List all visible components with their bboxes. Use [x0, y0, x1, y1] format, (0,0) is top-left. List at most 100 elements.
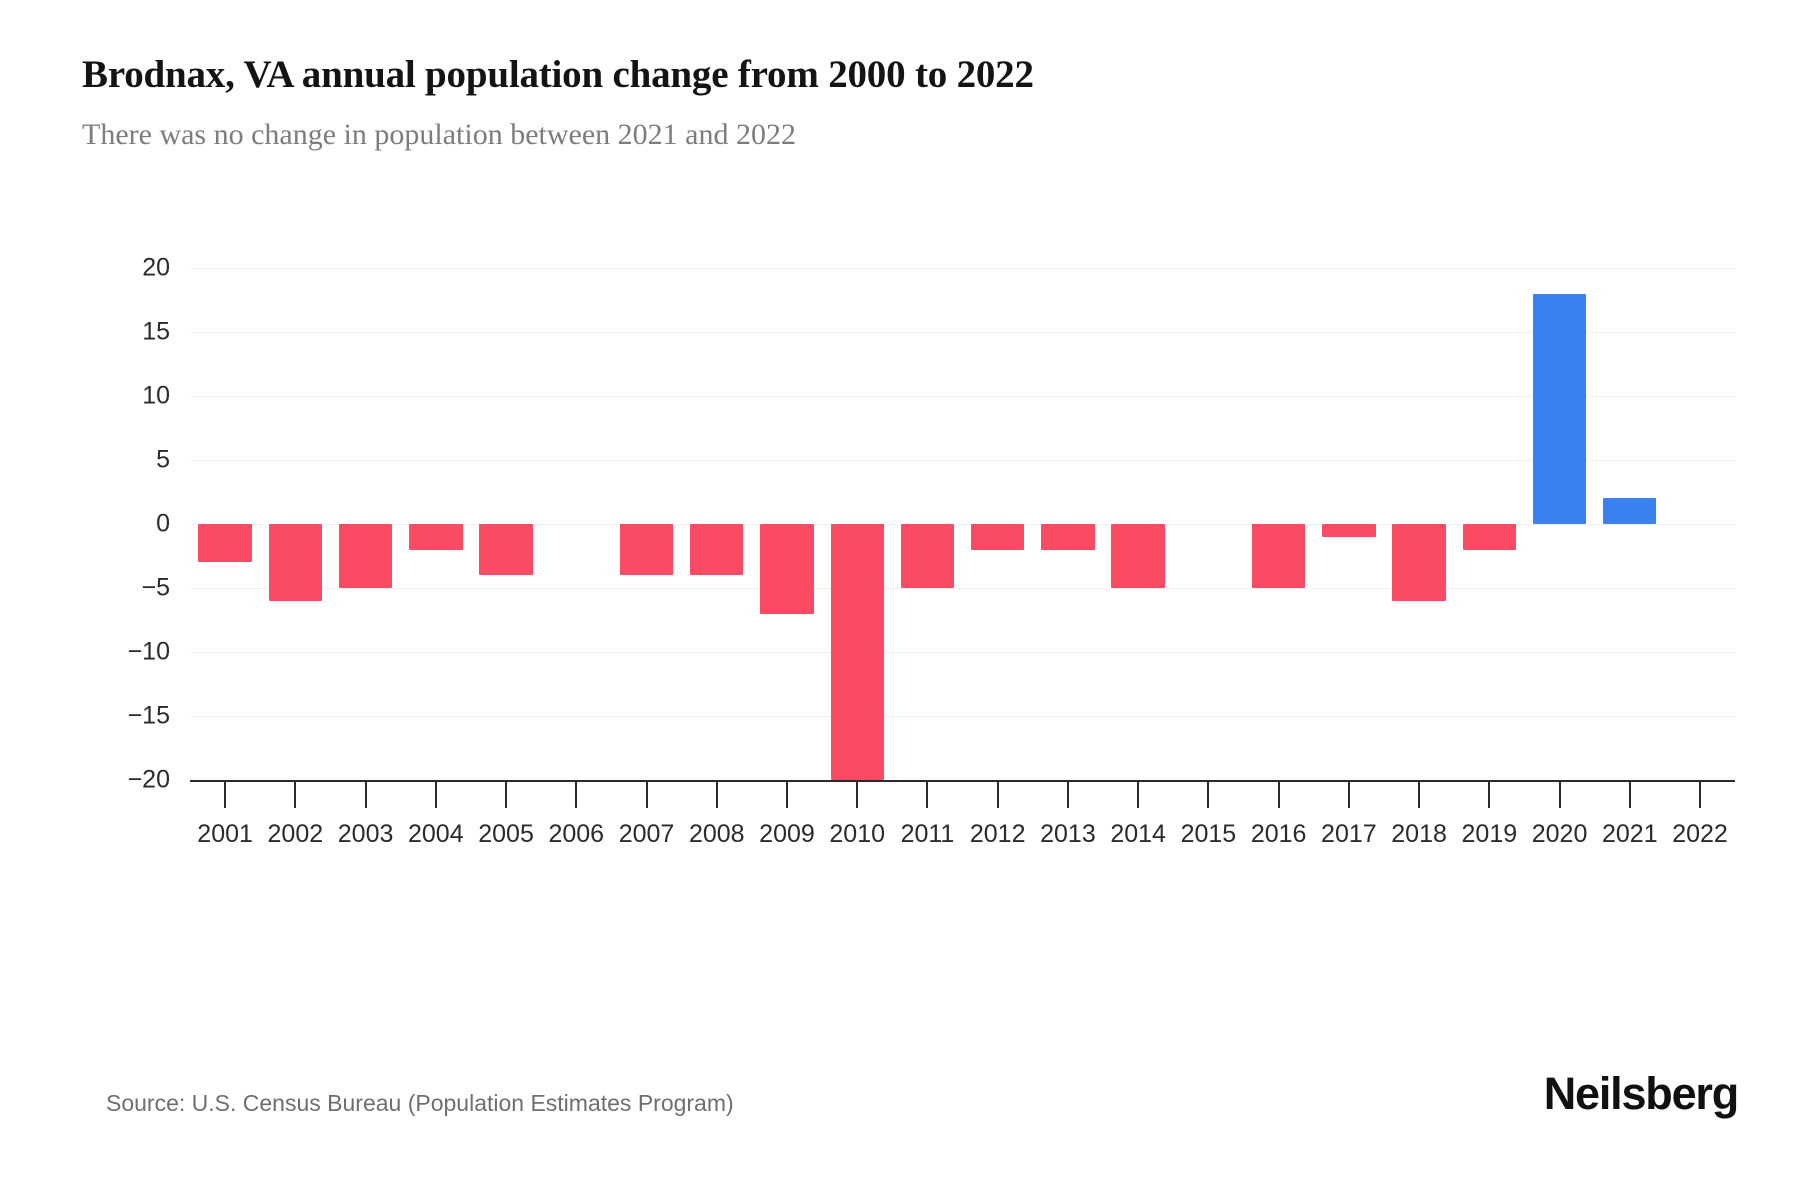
- bar[interactable]: [1603, 498, 1657, 524]
- bar[interactable]: [198, 524, 252, 563]
- x-axis-label-slot: 2007: [611, 820, 681, 860]
- bar-slot[interactable]: [401, 268, 471, 780]
- gridline: [190, 652, 1735, 653]
- gridline: [190, 332, 1735, 333]
- tick-mark: [856, 782, 859, 808]
- bar-slot[interactable]: [190, 268, 260, 780]
- x-axis-tick-label: 2016: [1250, 820, 1307, 848]
- x-axis-label-slot: 2002: [260, 820, 330, 860]
- x-axis-label-slot: 2012: [963, 820, 1033, 860]
- x-axis-label-slot: 2004: [401, 820, 471, 860]
- gridline: [190, 716, 1735, 717]
- x-axis-tick: [963, 782, 1033, 808]
- x-axis-tick-label: 2021: [1601, 820, 1658, 848]
- bar[interactable]: [268, 524, 323, 601]
- bar[interactable]: [1251, 524, 1306, 588]
- x-axis-label-slot: 2017: [1314, 820, 1384, 860]
- y-axis-tick-label: 15: [142, 317, 170, 346]
- bar[interactable]: [1392, 524, 1446, 601]
- tick-mark: [575, 782, 578, 808]
- bar-slot[interactable]: [1033, 268, 1103, 780]
- x-axis-tick: [1454, 782, 1524, 808]
- x-axis-tick: [1665, 782, 1735, 808]
- bar[interactable]: [760, 524, 814, 614]
- bar-slot[interactable]: [471, 268, 541, 780]
- tick-mark: [1347, 782, 1350, 808]
- bar[interactable]: [830, 524, 884, 780]
- bar-slot[interactable]: [1314, 268, 1384, 780]
- bar-slot[interactable]: [330, 268, 400, 780]
- gridline: [190, 268, 1735, 269]
- tick-mark: [294, 782, 297, 808]
- bar[interactable]: [338, 524, 393, 588]
- bar-slot[interactable]: [1384, 268, 1454, 780]
- x-axis-tick: [1384, 782, 1454, 808]
- bar-slot[interactable]: [611, 268, 681, 780]
- x-axis-tick: [1524, 782, 1594, 808]
- bar-slot[interactable]: [1173, 268, 1243, 780]
- x-axis-label-slot: 2010: [822, 820, 892, 860]
- bar-slot[interactable]: [260, 268, 330, 780]
- bar[interactable]: [479, 524, 533, 576]
- bar[interactable]: [1041, 524, 1095, 550]
- y-axis-tick-label: 5: [156, 445, 170, 474]
- bar-slot[interactable]: [892, 268, 962, 780]
- bar[interactable]: [1532, 293, 1587, 524]
- x-axis-label-slot: 2018: [1384, 820, 1454, 860]
- x-axis-label-slot: 2001: [190, 820, 260, 860]
- x-axis-tick-label: 2012: [969, 820, 1026, 848]
- x-axis-tick-label: 2006: [548, 820, 605, 848]
- x-axis-tick-label: 2009: [759, 820, 815, 848]
- x-axis-tick-label: 2002: [267, 820, 324, 848]
- bar-slot[interactable]: [963, 268, 1033, 780]
- y-axis-tick-label: 10: [142, 381, 170, 410]
- x-axis-tick: [1244, 782, 1314, 808]
- bar[interactable]: [1111, 524, 1165, 588]
- x-axis-tick-label: 2022: [1672, 820, 1728, 848]
- x-axis-tick: [1173, 782, 1243, 808]
- x-axis-tick-label: 2014: [1110, 820, 1166, 848]
- bar[interactable]: [619, 524, 674, 576]
- bar-slot[interactable]: [682, 268, 752, 780]
- bar[interactable]: [971, 524, 1025, 550]
- tick-mark: [1066, 782, 1069, 808]
- x-axis-label-slot: 2011: [892, 820, 962, 860]
- x-axis-tick-label: 2007: [618, 820, 675, 848]
- x-axis-label-slot: 2005: [471, 820, 541, 860]
- x-axis-line: [190, 780, 1735, 782]
- y-axis-tick-label: 0: [156, 509, 170, 538]
- x-axis-label-slot: 2020: [1524, 820, 1594, 860]
- x-axis-tick: [401, 782, 471, 808]
- x-axis-tick-label: 2019: [1461, 820, 1518, 848]
- tick-mark: [1488, 782, 1491, 808]
- x-axis-tick-label: 2017: [1321, 820, 1377, 848]
- x-axis-label-slot: 2013: [1033, 820, 1103, 860]
- y-axis-tick-label: −10: [127, 637, 170, 666]
- tick-mark: [434, 782, 437, 808]
- bar[interactable]: [690, 524, 744, 576]
- tick-mark: [1277, 782, 1280, 808]
- x-axis-label-slot: 2003: [330, 820, 400, 860]
- bar-slot[interactable]: [1244, 268, 1314, 780]
- bar-slot[interactable]: [752, 268, 822, 780]
- x-axis-label-slot: 2008: [682, 820, 752, 860]
- bar-slot[interactable]: [822, 268, 892, 780]
- bar-slot[interactable]: [1524, 268, 1594, 780]
- tick-mark: [715, 782, 718, 808]
- bar[interactable]: [900, 524, 955, 588]
- bar-slot[interactable]: [1665, 268, 1735, 780]
- tick-mark: [224, 782, 227, 808]
- bar[interactable]: [1322, 524, 1376, 537]
- x-axis-label-slot: 2016: [1244, 820, 1314, 860]
- x-axis-tick-label: 2001: [197, 820, 253, 848]
- bar[interactable]: [409, 524, 463, 550]
- bar-slot[interactable]: [1454, 268, 1524, 780]
- bar-slot[interactable]: [541, 268, 611, 780]
- tick-mark: [505, 782, 508, 808]
- tick-mark: [1207, 782, 1210, 808]
- bar-slot[interactable]: [1103, 268, 1173, 780]
- bar-slot[interactable]: [1595, 268, 1665, 780]
- bar[interactable]: [1462, 524, 1517, 550]
- gridline: [190, 588, 1735, 589]
